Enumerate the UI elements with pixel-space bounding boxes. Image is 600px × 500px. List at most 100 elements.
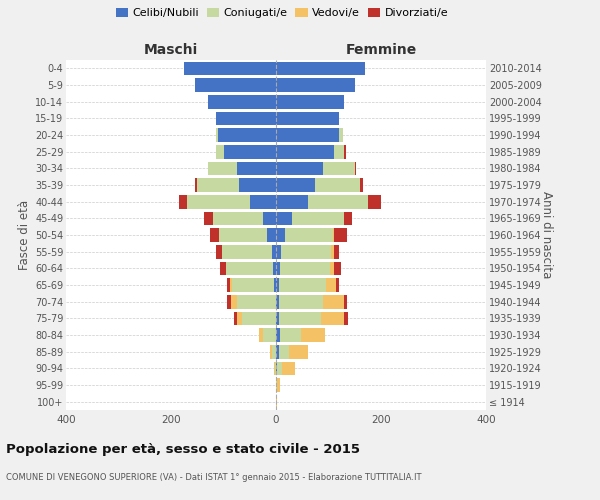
Bar: [276, 378, 277, 392]
Bar: [276, 212, 292, 225]
Bar: [276, 245, 281, 258]
Bar: [227, 278, 230, 292]
Bar: [355, 162, 356, 175]
Bar: [194, 178, 197, 192]
Text: Maschi: Maschi: [144, 42, 198, 56]
Text: COMUNE DI VENEGONO SUPERIORE (VA) - Dati ISTAT 1° gennaio 2015 - Elaborazione TU: COMUNE DI VENEGONO SUPERIORE (VA) - Dati…: [6, 472, 421, 482]
Bar: [360, 178, 362, 192]
Bar: [278, 278, 326, 292]
Bar: [223, 145, 276, 158]
Bar: [323, 162, 355, 175]
Bar: [344, 212, 352, 225]
Y-axis label: Fasce di età: Fasce di età: [17, 200, 31, 270]
Bar: [292, 212, 344, 225]
Text: Femmine: Femmine: [346, 42, 416, 56]
Bar: [210, 228, 220, 242]
Bar: [242, 312, 276, 325]
Bar: [301, 328, 325, 342]
Bar: [281, 245, 331, 258]
Bar: [194, 78, 276, 92]
Bar: [280, 328, 301, 342]
Bar: [274, 278, 276, 292]
Bar: [276, 295, 278, 308]
Bar: [308, 195, 368, 208]
Bar: [215, 128, 218, 142]
Bar: [276, 128, 339, 142]
Bar: [276, 262, 280, 275]
Bar: [276, 195, 308, 208]
Bar: [276, 312, 278, 325]
Bar: [223, 245, 272, 258]
Bar: [184, 62, 276, 75]
Bar: [289, 345, 308, 358]
Bar: [220, 228, 266, 242]
Bar: [276, 112, 339, 125]
Bar: [277, 362, 283, 375]
Bar: [276, 178, 316, 192]
Bar: [276, 345, 278, 358]
Bar: [368, 195, 381, 208]
Bar: [259, 328, 263, 342]
Bar: [334, 145, 344, 158]
Bar: [232, 278, 274, 292]
Bar: [272, 345, 276, 358]
Bar: [334, 228, 347, 242]
Bar: [236, 162, 276, 175]
Bar: [236, 312, 242, 325]
Bar: [226, 262, 274, 275]
Bar: [263, 328, 276, 342]
Bar: [283, 362, 295, 375]
Bar: [270, 345, 272, 358]
Bar: [276, 395, 277, 408]
Bar: [331, 245, 334, 258]
Bar: [337, 278, 339, 292]
Bar: [286, 228, 332, 242]
Bar: [334, 262, 341, 275]
Bar: [232, 295, 236, 308]
Bar: [334, 245, 339, 258]
Bar: [236, 295, 276, 308]
Bar: [215, 112, 276, 125]
Bar: [276, 78, 355, 92]
Bar: [179, 195, 187, 208]
Bar: [344, 145, 346, 158]
Bar: [316, 178, 360, 192]
Bar: [203, 212, 213, 225]
Bar: [263, 212, 276, 225]
Bar: [274, 362, 275, 375]
Bar: [278, 295, 323, 308]
Bar: [275, 362, 276, 375]
Bar: [274, 262, 276, 275]
Bar: [332, 228, 334, 242]
Bar: [277, 378, 280, 392]
Bar: [272, 245, 276, 258]
Bar: [239, 178, 276, 192]
Bar: [234, 312, 236, 325]
Bar: [278, 345, 289, 358]
Bar: [215, 145, 223, 158]
Bar: [213, 212, 263, 225]
Bar: [276, 145, 334, 158]
Bar: [344, 295, 347, 308]
Bar: [220, 262, 226, 275]
Bar: [208, 162, 236, 175]
Bar: [187, 195, 250, 208]
Bar: [276, 278, 278, 292]
Bar: [344, 312, 349, 325]
Text: Popolazione per età, sesso e stato civile - 2015: Popolazione per età, sesso e stato civil…: [6, 442, 360, 456]
Bar: [250, 195, 276, 208]
Bar: [320, 312, 344, 325]
Bar: [326, 278, 337, 292]
Bar: [339, 128, 343, 142]
Bar: [216, 245, 223, 258]
Bar: [208, 95, 276, 108]
Bar: [276, 362, 277, 375]
Bar: [280, 262, 330, 275]
Bar: [276, 62, 365, 75]
Bar: [276, 162, 323, 175]
Bar: [323, 295, 344, 308]
Bar: [330, 262, 334, 275]
Bar: [276, 95, 344, 108]
Y-axis label: Anni di nascita: Anni di nascita: [540, 192, 553, 278]
Bar: [266, 228, 276, 242]
